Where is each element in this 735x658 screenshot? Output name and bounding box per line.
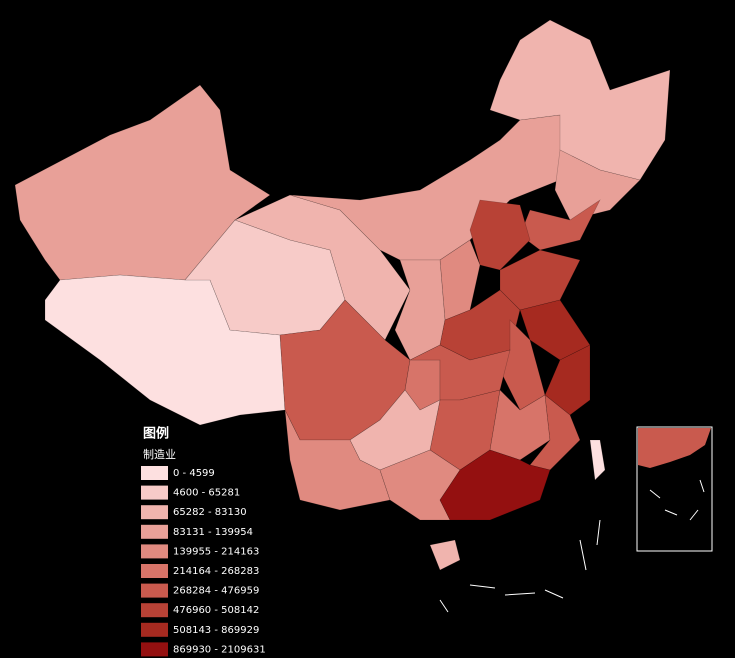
- legend-swatch: [141, 642, 168, 657]
- legend-swatch: [141, 485, 168, 500]
- inset-mainland: [638, 428, 711, 468]
- legend-label: 65282 - 83130: [173, 507, 247, 518]
- legend-label: 139955 - 214163: [173, 546, 259, 557]
- legend-swatch: [141, 603, 168, 618]
- legend-label: 4600 - 65281: [173, 488, 240, 499]
- legend-swatch: [141, 524, 168, 539]
- legend-swatch: [141, 466, 168, 480]
- inset-islands: [649, 479, 705, 521]
- hainan: [429, 539, 461, 571]
- legend-label: 214164 - 268283: [173, 566, 259, 577]
- zhejiang: [544, 344, 591, 416]
- legend-swatch: [141, 505, 168, 520]
- legend-label: 0 - 4599: [173, 468, 215, 479]
- guangdong: [439, 449, 551, 521]
- legend-subtitle: 制造业: [143, 447, 176, 461]
- legend-swatch: [141, 564, 168, 578]
- legend-label: 508143 - 869929: [173, 625, 259, 636]
- legend-label: 83131 - 139954: [173, 527, 253, 538]
- taiwan: [589, 439, 606, 481]
- legend-swatch: [141, 583, 168, 598]
- jilin: [554, 149, 641, 221]
- legend-label: 268284 - 476959: [173, 586, 259, 597]
- legend-swatch: [141, 544, 168, 559]
- legend-title: 图例: [143, 426, 169, 442]
- inset: [636, 426, 713, 552]
- legend-label: 476960 - 508142: [173, 605, 259, 616]
- legend-label: 869930 - 2109631: [173, 644, 266, 655]
- legend-swatch: [141, 622, 168, 637]
- legend: 图例 制造业 0 - 4599 4600 - 65281 65282 - 83130…: [141, 426, 266, 657]
- south-sea-islands: [439, 519, 601, 613]
- inset-frame: [636, 426, 713, 552]
- provinces: [14, 19, 671, 571]
